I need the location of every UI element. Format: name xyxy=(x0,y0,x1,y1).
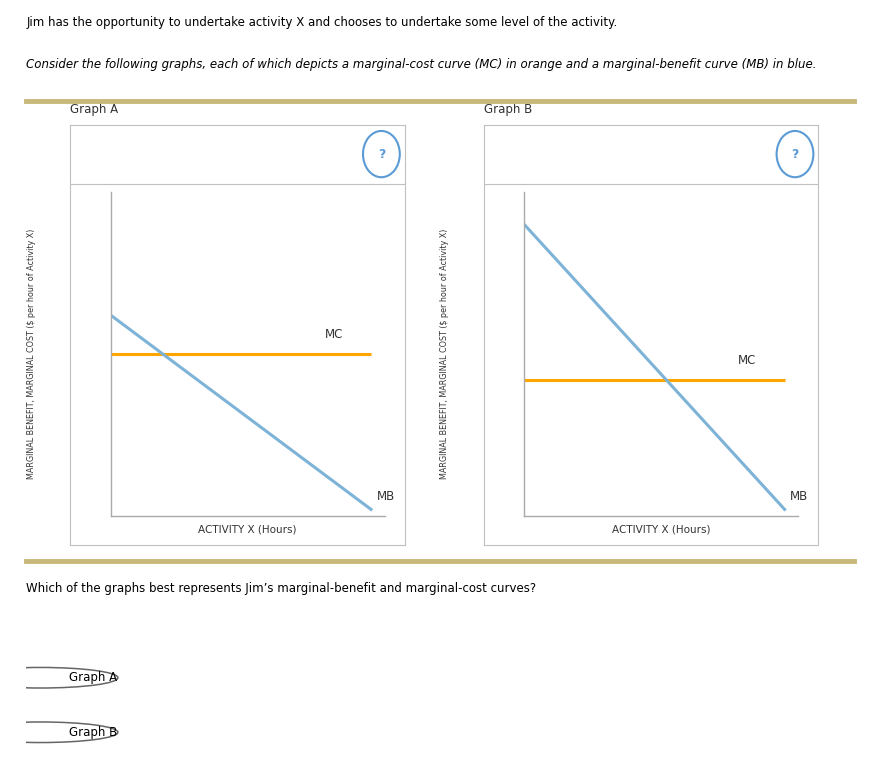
Text: Jim has the opportunity to undertake activity X and chooses to undertake some le: Jim has the opportunity to undertake act… xyxy=(26,16,618,29)
Text: ?: ? xyxy=(378,147,385,160)
X-axis label: ACTIVITY X (Hours): ACTIVITY X (Hours) xyxy=(612,524,710,534)
Text: MARGINAL BENEFIT, MARGINAL COST ($ per hour of Activity X): MARGINAL BENEFIT, MARGINAL COST ($ per h… xyxy=(26,229,36,479)
Text: MARGINAL BENEFIT, MARGINAL COST ($ per hour of Activity X): MARGINAL BENEFIT, MARGINAL COST ($ per h… xyxy=(440,229,450,479)
Text: MB: MB xyxy=(377,490,395,503)
Text: ?: ? xyxy=(791,147,799,160)
Text: Graph B: Graph B xyxy=(69,726,117,738)
Text: Which of the graphs best represents Jim’s marginal-benefit and marginal-cost cur: Which of the graphs best represents Jim’… xyxy=(26,582,537,595)
Text: MB: MB xyxy=(790,490,809,503)
Text: Graph A: Graph A xyxy=(69,671,117,684)
Text: MC: MC xyxy=(325,328,343,341)
Text: Consider the following graphs, each of which depicts a marginal-cost curve (MC) : Consider the following graphs, each of w… xyxy=(26,58,817,72)
Text: Graph A: Graph A xyxy=(70,104,119,116)
Text: MC: MC xyxy=(738,354,757,367)
Text: Graph B: Graph B xyxy=(484,104,532,116)
X-axis label: ACTIVITY X (Hours): ACTIVITY X (Hours) xyxy=(198,524,297,534)
